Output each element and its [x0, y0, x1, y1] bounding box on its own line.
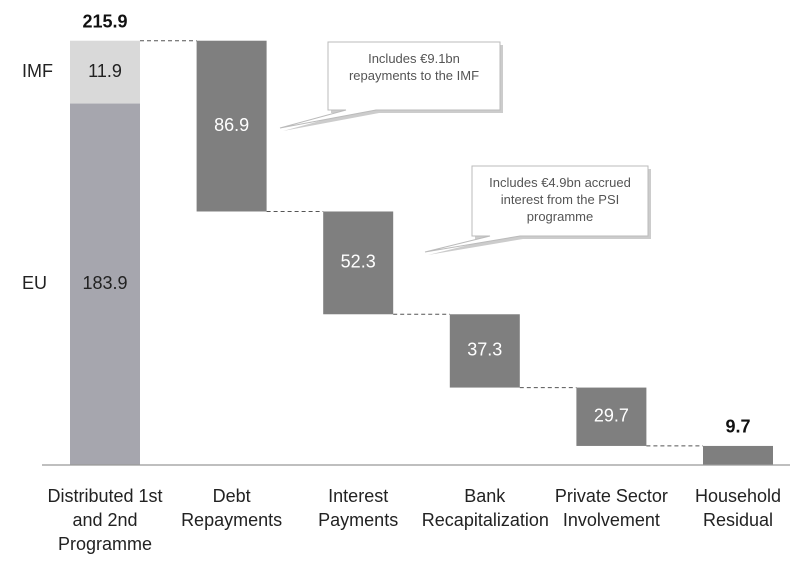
bar — [323, 211, 394, 315]
total-label: 9.7 — [725, 417, 750, 437]
segment-label: 183.9 — [82, 273, 127, 293]
segment-label: 11.9 — [88, 61, 122, 81]
value-label: 29.7 — [594, 406, 629, 426]
segment-name: IMF — [22, 61, 53, 81]
bar — [449, 314, 520, 388]
category-label: Debt Repayments — [181, 486, 283, 530]
category-label: Interest Payments — [318, 486, 399, 530]
category-label: Household Residual — [694, 486, 782, 530]
category-label: Private Sector Involvement — [554, 486, 668, 530]
value-label: 37.3 — [467, 340, 502, 360]
callout-text: Includes €9.1bn repayments to the IMF — [348, 51, 480, 83]
bar — [196, 40, 267, 212]
category-label: Distributed 1st and 2nd Programme — [47, 486, 163, 554]
bar — [703, 445, 773, 465]
category-label: Bank Recapitalization — [421, 486, 549, 530]
segment-name: EU — [22, 273, 47, 293]
callout — [424, 165, 649, 253]
callout-text: Includes €4.9bn accrued interest from th… — [489, 175, 631, 224]
value-label: 52.3 — [341, 252, 376, 272]
bar — [576, 387, 647, 446]
segment — [70, 103, 140, 465]
total-label: 215.9 — [82, 11, 127, 31]
callout — [279, 41, 501, 129]
value-label: 86.9 — [214, 115, 249, 135]
